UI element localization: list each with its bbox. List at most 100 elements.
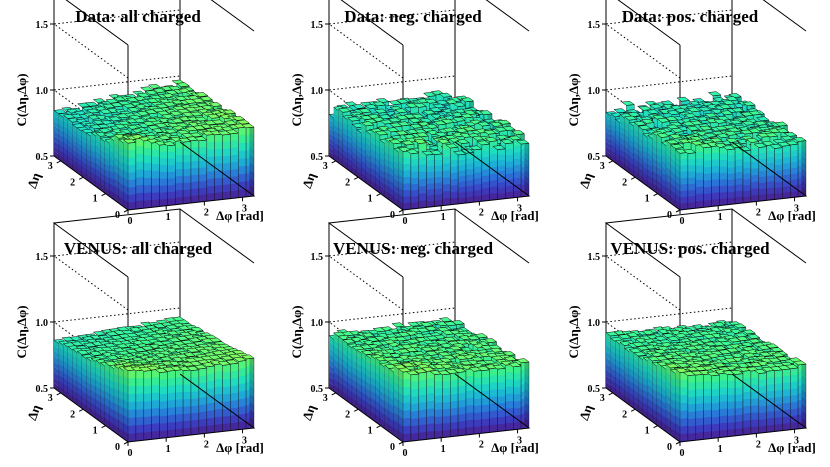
z-axis-title: C(Δη,Δφ) bbox=[14, 73, 29, 126]
x-tick-label: 2 bbox=[479, 440, 484, 451]
y-tick-label: 0 bbox=[390, 442, 395, 453]
y-tick-label: 3 bbox=[323, 161, 328, 172]
z-tick-label: 1.5 bbox=[36, 20, 49, 31]
z-axis-title: C(Δη,Δφ) bbox=[566, 73, 581, 126]
lego-bar bbox=[154, 140, 169, 207]
x-tick-label: 0 bbox=[128, 216, 133, 227]
y-tick-label: 1 bbox=[645, 426, 650, 437]
z-tick-label: 0.5 bbox=[588, 384, 601, 395]
y-tick-label: 2 bbox=[622, 409, 627, 420]
y-tick-label: 1 bbox=[645, 194, 650, 205]
z-tick-label: 0.5 bbox=[311, 384, 324, 395]
x-tick-label: 1 bbox=[718, 444, 723, 455]
grid-line bbox=[327, 9, 456, 79]
z-tick-label: 1.0 bbox=[36, 318, 49, 329]
x-tick-label: 1 bbox=[166, 444, 171, 455]
z-tick-label: 0.5 bbox=[311, 152, 324, 163]
lego-bars bbox=[53, 79, 255, 210]
lego-bar bbox=[130, 134, 145, 210]
lego-bars bbox=[328, 90, 530, 210]
chart-title: Data: pos. charged bbox=[622, 7, 759, 26]
lego-bar bbox=[397, 367, 412, 442]
y-tick-label: 2 bbox=[70, 177, 75, 188]
z-axis-title: C(Δη,Δφ) bbox=[289, 73, 304, 126]
y-axis-title: Δη bbox=[24, 171, 43, 191]
lego-bar bbox=[193, 136, 208, 203]
x-tick-label: 2 bbox=[204, 208, 209, 219]
y-axis-title: Δη bbox=[576, 403, 595, 423]
x-tick-label: 3 bbox=[242, 203, 247, 214]
y-tick-label: 0 bbox=[667, 442, 672, 453]
chart-title: Data: neg. charged bbox=[344, 7, 482, 26]
lego-bars bbox=[605, 320, 807, 442]
chart-title: Data: all charged bbox=[75, 7, 201, 26]
z-tick-label: 0.5 bbox=[588, 152, 601, 163]
lego-bar bbox=[674, 368, 689, 442]
x-tick-label: 0 bbox=[403, 448, 408, 459]
lego-bar bbox=[122, 366, 137, 442]
x-tick-label: 2 bbox=[756, 440, 761, 451]
z-tick-label: 1.5 bbox=[36, 252, 49, 263]
lego-bar bbox=[138, 136, 153, 209]
x-tick-label: 1 bbox=[441, 444, 446, 455]
x-axis-title: Δφ [rad] bbox=[216, 208, 264, 223]
x-tick-label: 0 bbox=[403, 216, 408, 227]
chart-title: VENUS: all charged bbox=[64, 239, 213, 258]
z-tick-label: 1.0 bbox=[36, 86, 49, 97]
lego-bar bbox=[240, 123, 255, 197]
grid-line bbox=[52, 9, 181, 79]
x-tick-label: 1 bbox=[166, 212, 171, 223]
y-tick-label: 1 bbox=[93, 426, 98, 437]
y-tick-label: 2 bbox=[345, 177, 350, 188]
y-tick-label: 1 bbox=[368, 194, 373, 205]
y-tick-label: 0 bbox=[115, 442, 120, 453]
z-tick-label: 1.0 bbox=[311, 86, 324, 97]
lego-bars bbox=[53, 316, 255, 442]
y-axis-title: Δη bbox=[576, 171, 595, 191]
x-tick-label: 0 bbox=[680, 448, 685, 459]
x-axis-title: Δφ [rad] bbox=[216, 440, 264, 455]
chart-title: VENUS: pos. charged bbox=[610, 239, 770, 258]
y-tick-label: 2 bbox=[622, 177, 627, 188]
y-tick-label: 2 bbox=[70, 409, 75, 420]
z-tick-label: 1.5 bbox=[311, 252, 324, 263]
z-tick-label: 1.0 bbox=[311, 318, 324, 329]
z-axis-title: C(Δη,Δφ) bbox=[289, 305, 304, 358]
y-tick-label: 3 bbox=[600, 393, 605, 404]
z-tick-label: 1.5 bbox=[588, 252, 601, 263]
z-tick-label: 1.0 bbox=[588, 86, 601, 97]
x-tick-label: 2 bbox=[479, 208, 484, 219]
lego-bar bbox=[201, 130, 216, 202]
z-tick-label: 1.0 bbox=[588, 318, 601, 329]
z-tick-label: 1.5 bbox=[311, 20, 324, 31]
y-tick-label: 3 bbox=[600, 161, 605, 172]
z-axis-title: C(Δη,Δφ) bbox=[566, 305, 581, 358]
z-axis-title: C(Δη,Δφ) bbox=[14, 305, 29, 358]
z-tick-label: 0.5 bbox=[36, 152, 49, 163]
y-tick-label: 3 bbox=[48, 161, 53, 172]
lego-bar bbox=[122, 138, 137, 210]
lego-bar bbox=[177, 137, 192, 204]
x-tick-label: 1 bbox=[718, 212, 723, 223]
y-tick-label: 1 bbox=[93, 194, 98, 205]
plot-box-front bbox=[53, 141, 256, 211]
z-tick-label: 0.5 bbox=[36, 384, 49, 395]
x-axis-title: Δφ [rad] bbox=[768, 208, 816, 223]
y-tick-label: 3 bbox=[48, 393, 53, 404]
x-tick-label: 1 bbox=[441, 212, 446, 223]
grid-line bbox=[327, 75, 456, 145]
y-tick-label: 1 bbox=[368, 426, 373, 437]
lego-bar bbox=[674, 148, 689, 210]
lego-bar bbox=[225, 129, 239, 199]
x-axis-title: Δφ [rad] bbox=[491, 208, 539, 223]
lego-bar bbox=[146, 138, 161, 208]
x-tick-label: 0 bbox=[128, 448, 133, 459]
y-axis-title: Δη bbox=[24, 403, 43, 423]
x-tick-label: 2 bbox=[204, 440, 209, 451]
